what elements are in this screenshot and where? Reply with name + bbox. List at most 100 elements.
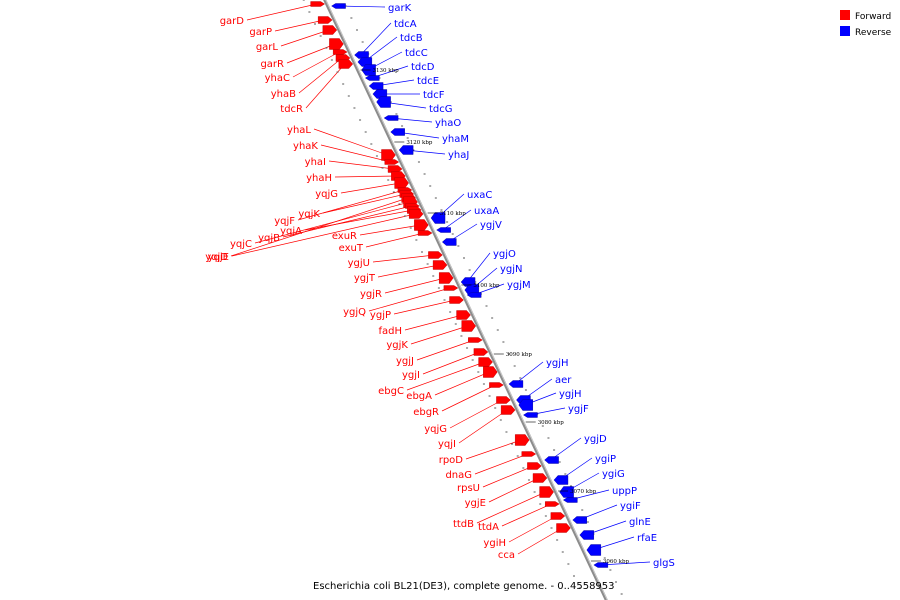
reverse-gene-feature <box>398 145 414 155</box>
legend-label-reverse: Reverse <box>855 28 892 38</box>
forward-connector <box>474 453 528 475</box>
forward-connector <box>286 43 336 64</box>
forward-gene-label: ebgA <box>406 391 432 402</box>
forward-connector <box>292 51 340 78</box>
forward-gene-label: ygjR <box>360 289 382 300</box>
reverse-gene-feature <box>368 82 384 90</box>
gene-features <box>310 1 609 568</box>
forward-gene-feature <box>550 512 566 520</box>
reverse-gene-feature <box>544 456 559 464</box>
forward-connector <box>328 160 395 170</box>
forward-connector <box>322 193 406 214</box>
forward-gene-feature <box>527 462 542 470</box>
forward-connector <box>231 213 416 257</box>
forward-gene-label: ygjQ <box>343 307 366 318</box>
reverse-gene-label: glnE <box>629 517 651 528</box>
forward-connector <box>304 209 414 231</box>
forward-connector <box>517 527 563 555</box>
forward-gene-label: ygjU <box>348 258 370 269</box>
forward-connector <box>340 182 401 194</box>
reverse-gene-label: yhaJ <box>448 150 469 161</box>
forward-gene-feature <box>515 434 530 446</box>
legend: Forward Reverse <box>840 10 892 38</box>
forward-gene-label: ttdA <box>478 522 499 533</box>
reverse-gene-label: tdcB <box>400 33 423 44</box>
forward-connector <box>465 439 522 460</box>
reverse-gene-label: uppP <box>612 486 637 497</box>
reverse-gene-label: tdcE <box>417 76 439 87</box>
forward-connector <box>458 409 508 444</box>
forward-connector <box>434 371 490 396</box>
reverse-gene-feature <box>562 497 578 503</box>
forward-gene-feature <box>317 16 333 24</box>
reverse-gene-feature <box>383 115 399 121</box>
forward-gene-feature <box>489 382 504 388</box>
forward-gene-label: yhaL <box>287 125 311 136</box>
forward-gene-label: cca <box>498 550 515 561</box>
forward-gene-label: yqjG <box>315 189 338 200</box>
forward-connector <box>246 3 317 21</box>
reverse-connector <box>360 22 392 56</box>
forward-gene-label: ygjK <box>386 340 408 351</box>
forward-gene-feature <box>478 357 493 367</box>
forward-connector <box>406 361 485 391</box>
forward-gene-feature <box>332 49 348 55</box>
reverse-connector <box>599 561 651 566</box>
forward-gene-feature <box>483 366 498 378</box>
forward-connector <box>274 19 325 32</box>
forward-connector <box>297 189 404 221</box>
forward-connector <box>282 205 412 238</box>
reverse-gene-feature <box>508 380 524 388</box>
reverse-gene-label: ygjF <box>568 404 589 415</box>
forward-gene-label: ygjJ <box>396 356 414 367</box>
forward-gene-feature <box>394 177 409 189</box>
forward-connector <box>441 384 496 412</box>
forward-gene-label: ygjT <box>354 273 376 284</box>
legend-swatch-reverse <box>840 26 850 36</box>
reverse-gene-feature <box>364 75 380 81</box>
reverse-gene-label: ygiG <box>602 469 625 480</box>
forward-gene-label: yhaH <box>306 173 332 184</box>
forward-gene-feature <box>496 396 511 404</box>
reverse-gene-label: ygiP <box>595 454 616 465</box>
forward-gene-feature <box>556 523 571 533</box>
tick-labels: 3130 kbp 3120 kbp 3110 kbp 3100 kbp 3090 kbp… <box>360 68 630 565</box>
forward-gene-feature <box>408 209 424 219</box>
reverse-gene-label: glgS <box>653 558 675 569</box>
genome-caption: Escherichia coli BL21(DE3), complete gen… <box>313 581 615 592</box>
forward-connector <box>488 477 540 503</box>
forward-gene-label: yhaB <box>271 89 296 100</box>
forward-gene-label: ygjE <box>465 498 486 509</box>
reverse-gene-feature <box>331 3 346 9</box>
forward-gene-feature <box>329 38 344 50</box>
forward-gene-feature <box>381 149 396 161</box>
reverse-gene-feature <box>579 530 594 540</box>
kbp-tick-label: 3120 kbp <box>406 140 433 146</box>
forward-connector <box>365 232 425 248</box>
forward-connector <box>372 254 435 263</box>
forward-gene-label: rpoD <box>439 455 464 466</box>
reverse-gene-feature <box>553 475 569 485</box>
forward-connector <box>393 299 456 315</box>
forward-connector <box>501 503 552 527</box>
kbp-tick-label: 3130 kbp <box>373 68 400 74</box>
forward-gene-label: ebgR <box>413 407 439 418</box>
reverse-gene-feature <box>593 562 609 568</box>
forward-connector <box>404 314 463 331</box>
forward-gene-label: garL <box>256 42 279 53</box>
kbp-tick-label: 3110 kbp <box>440 211 467 217</box>
forward-gene-label: yqjF <box>274 216 295 227</box>
forward-connector <box>449 399 503 429</box>
legend-label-forward: Forward <box>855 12 891 22</box>
forward-gene-label: garD <box>220 16 245 27</box>
reverse-gene-label: uxaC <box>467 190 492 201</box>
forward-gene-label: tdcR <box>280 104 303 115</box>
forward-gene-label: ygjP <box>370 310 391 321</box>
forward-gene-feature <box>310 1 326 7</box>
reverse-connector <box>466 252 491 283</box>
forward-connector <box>334 175 398 178</box>
forward-gene-label: yhaC <box>265 73 290 84</box>
reverse-connector <box>442 209 472 231</box>
kbp-tick-label: 3080 kbp <box>538 420 565 426</box>
